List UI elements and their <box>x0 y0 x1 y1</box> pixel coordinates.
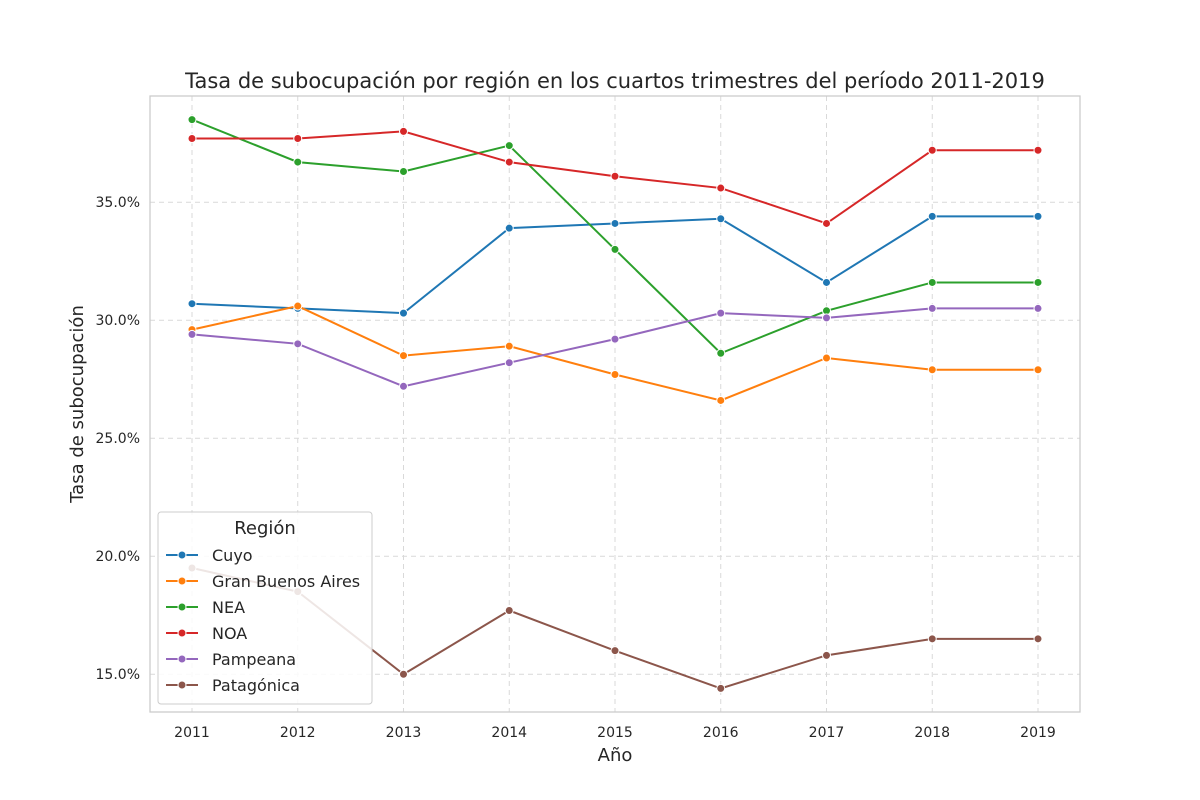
legend-label: Cuyo <box>212 546 253 565</box>
data-point <box>399 126 408 136</box>
data-point <box>822 277 831 287</box>
series-gran-buenos-aires <box>187 301 1043 405</box>
y-tick-label: 35.0% <box>96 195 140 211</box>
series-layer <box>187 115 1043 693</box>
x-tick-label: 2016 <box>703 725 739 741</box>
data-point <box>504 341 514 351</box>
data-point <box>1033 303 1043 313</box>
y-tick-label: 25.0% <box>96 431 140 447</box>
legend: Región Cuyo Gran Buenos Aires NEA NOA Pampean… <box>157 511 373 705</box>
data-point <box>716 348 726 358</box>
data-point <box>610 646 620 656</box>
data-point <box>927 365 937 375</box>
data-point <box>610 171 620 181</box>
data-point <box>927 145 937 155</box>
data-point <box>399 381 408 391</box>
data-point <box>610 244 620 254</box>
x-tick-label: 2011 <box>174 725 210 741</box>
data-point <box>822 353 831 363</box>
x-tick-label: 2015 <box>597 725 633 741</box>
data-point <box>293 339 303 349</box>
data-point <box>927 303 937 313</box>
data-point <box>1033 145 1043 155</box>
legend-item: Gran Buenos Aires <box>166 572 360 591</box>
data-point <box>716 183 726 193</box>
data-point <box>927 277 937 287</box>
data-point <box>293 157 303 167</box>
data-point <box>716 308 726 318</box>
legend-marker <box>177 654 187 664</box>
legend-marker <box>177 628 187 638</box>
data-point <box>504 223 514 233</box>
data-point <box>504 358 514 368</box>
data-point <box>1033 211 1043 221</box>
data-point <box>927 211 937 221</box>
legend-item: Cuyo <box>166 546 253 565</box>
x-tick-label: 2018 <box>914 725 950 741</box>
ticks-layer: 2011 2012 2013 2014 2015 2016 2017 2018 2019 15.0… <box>96 195 1056 741</box>
legend-title: Región <box>234 518 296 539</box>
data-point <box>187 133 197 143</box>
legend-marker <box>177 680 187 690</box>
data-point <box>610 334 620 344</box>
series-noa <box>187 126 1043 228</box>
legend-item: NEA <box>166 598 245 617</box>
data-point <box>1033 634 1043 644</box>
legend-box <box>157 511 373 705</box>
data-point <box>399 669 408 679</box>
data-point <box>610 218 620 228</box>
legend-marker <box>177 576 187 586</box>
legend-label: Pampeana <box>212 650 296 669</box>
legend-label: NEA <box>212 598 245 617</box>
y-tick-label: 15.0% <box>96 667 140 683</box>
data-point <box>716 395 726 405</box>
legend-item: Patagónica <box>166 676 300 695</box>
legend-label: Gran Buenos Aires <box>212 572 360 591</box>
data-point <box>716 683 726 693</box>
data-point <box>927 634 937 644</box>
chart-title: Tasa de subocupación por región en los c… <box>184 69 1045 93</box>
y-axis-label: Tasa de subocupación <box>67 305 88 504</box>
data-point <box>187 299 197 309</box>
series-cuyo <box>187 211 1043 318</box>
data-point <box>399 351 408 361</box>
data-point <box>293 301 303 311</box>
series-nea <box>187 115 1043 358</box>
legend-marker <box>177 550 187 560</box>
data-point <box>187 115 197 125</box>
data-point <box>504 141 514 151</box>
data-point <box>716 214 726 224</box>
legend-item: Pampeana <box>166 650 296 669</box>
legend-marker <box>177 602 187 612</box>
data-point <box>399 308 408 318</box>
x-tick-label: 2013 <box>386 725 422 741</box>
data-point <box>293 133 303 143</box>
plot-frame <box>149 95 1081 713</box>
x-tick-label: 2012 <box>280 725 316 741</box>
series-pampeana <box>187 303 1043 391</box>
data-point <box>399 167 408 177</box>
y-tick-label: 30.0% <box>96 313 140 329</box>
legend-label: Patagónica <box>212 676 300 695</box>
data-point <box>504 157 514 167</box>
data-point <box>822 650 831 660</box>
y-tick-label: 20.0% <box>96 549 140 565</box>
data-point <box>822 218 831 228</box>
data-point <box>822 313 831 323</box>
data-point <box>504 606 514 616</box>
legend-item: NOA <box>166 624 247 643</box>
x-axis-label: Año <box>598 745 633 766</box>
x-tick-label: 2019 <box>1020 725 1056 741</box>
data-point <box>1033 277 1043 287</box>
data-point <box>187 329 197 339</box>
x-tick-label: 2014 <box>491 725 527 741</box>
x-tick-label: 2017 <box>809 725 845 741</box>
data-point <box>610 369 620 379</box>
legend-label: NOA <box>212 624 247 643</box>
data-point <box>1033 365 1043 375</box>
